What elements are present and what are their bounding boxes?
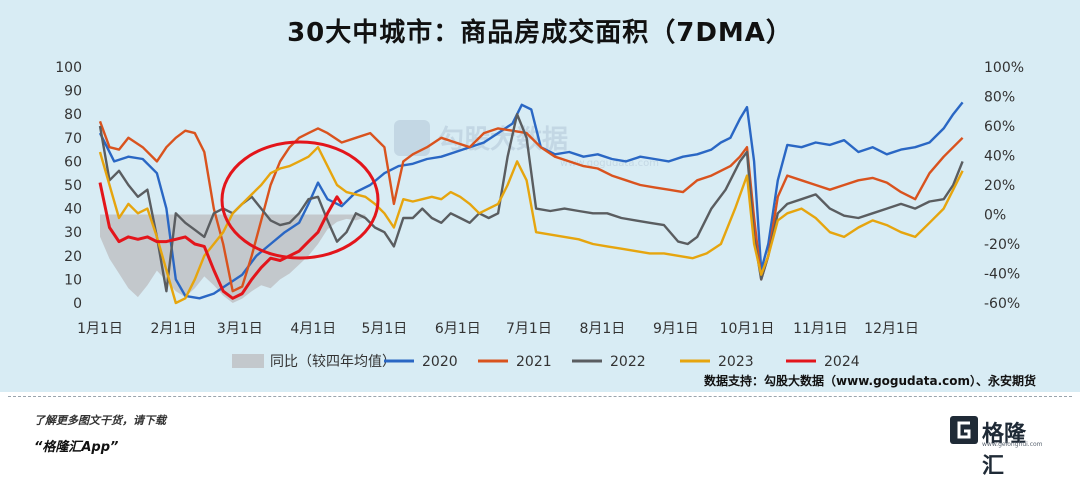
series-line-2024 (98, 182, 343, 300)
legend-swatch-area (232, 354, 264, 368)
x-tick-label: 4月1日 (290, 321, 336, 337)
right-tick-label: 40% (984, 149, 1015, 165)
left-axis: 0 10 20 30 40 50 60 70 80 90 100 (55, 60, 82, 312)
right-axis: -60% -40% -20% 0% 20% 40% 60% 80% 100% (984, 60, 1024, 312)
x-tick-label: 5月1日 (361, 321, 407, 337)
yoy-area (100, 214, 366, 303)
legend-label: 2024 (824, 354, 860, 370)
x-tick-label: 7月1日 (506, 321, 552, 337)
footer-divider (8, 396, 1072, 397)
watermark-url: www.gogudata.com (560, 158, 659, 169)
left-tick-label: 70 (64, 131, 82, 147)
brand-name: 格隆汇 (982, 422, 1027, 479)
lines-layer (98, 101, 964, 305)
left-tick-label: 80 (64, 107, 82, 123)
x-tick-label: 10月1日 (720, 321, 775, 337)
right-tick-label: 20% (984, 178, 1015, 194)
left-tick-label: 60 (64, 154, 82, 170)
x-tick-label: 12月1日 (864, 321, 919, 337)
left-tick-label: 50 (64, 178, 82, 194)
legend: 同比（较四年均值） 2020 2021 2022 2023 2024 (232, 354, 860, 370)
brand-mark-icon (950, 416, 978, 444)
left-tick-label: 10 (64, 272, 82, 288)
legend-label: 2023 (718, 354, 754, 370)
series-line-2023 (98, 145, 964, 305)
x-tick-label: 1月1日 (77, 321, 123, 337)
brand-logo[interactable]: 格隆汇 www.gelonghui.com (950, 414, 1046, 479)
left-tick-label: 90 (64, 84, 82, 100)
legend-label: 2022 (610, 354, 646, 370)
series-line-2021 (98, 120, 964, 293)
x-tick-label: 2月1日 (151, 321, 197, 337)
source-note: 数据支持：勾股大数据（www.gogudata.com）、永安期货 (704, 374, 1036, 388)
right-tick-label: 60% (984, 119, 1015, 135)
right-tick-label: 0% (984, 208, 1006, 224)
x-tick-label: 9月1日 (653, 321, 699, 337)
brand-url: www.gelonghui.com (982, 441, 1043, 448)
x-tick-label: 11月1日 (793, 321, 848, 337)
left-tick-label: 30 (64, 225, 82, 241)
legend-label: 同比（较四年均值） (270, 354, 396, 370)
x-tick-label: 6月1日 (435, 321, 481, 337)
legend-label: 2021 (516, 354, 552, 370)
highlight-ellipse (220, 140, 380, 260)
right-tick-label: -60% (984, 296, 1020, 312)
left-tick-label: 40 (64, 202, 82, 218)
left-tick-label: 20 (64, 249, 82, 265)
left-tick-label: 100 (55, 60, 82, 76)
footer-download-hint: 了解更多图文干货，请下载 (34, 414, 166, 427)
left-tick-label: 0 (73, 296, 82, 312)
right-tick-label: 100% (984, 60, 1024, 76)
x-tick-label: 3月1日 (217, 321, 263, 337)
x-axis: 1月1日 2月1日 3月1日 4月1日 5月1日 6月1日 7月1日 8月1日 9月1日 10月1… (77, 321, 919, 337)
right-tick-label: -40% (984, 267, 1020, 283)
legend-label: 2020 (422, 354, 458, 370)
area-layer (100, 214, 366, 303)
annotation-layer (220, 140, 380, 260)
right-tick-label: -20% (984, 237, 1020, 253)
footer-app-name[interactable]: “格隆汇App” (34, 440, 119, 455)
chart-title: 30大中城市：商品房成交面积（7DMA） (287, 18, 793, 48)
x-tick-label: 8月1日 (579, 321, 625, 337)
chart-panel: 30大中城市：商品房成交面积（7DMA） 勾股大数据 www.gogudata.… (0, 0, 1080, 392)
right-tick-label: 80% (984, 90, 1015, 106)
chart-canvas: 勾股大数据 www.gogudata.com 01020304050607080… (55, 60, 1024, 370)
